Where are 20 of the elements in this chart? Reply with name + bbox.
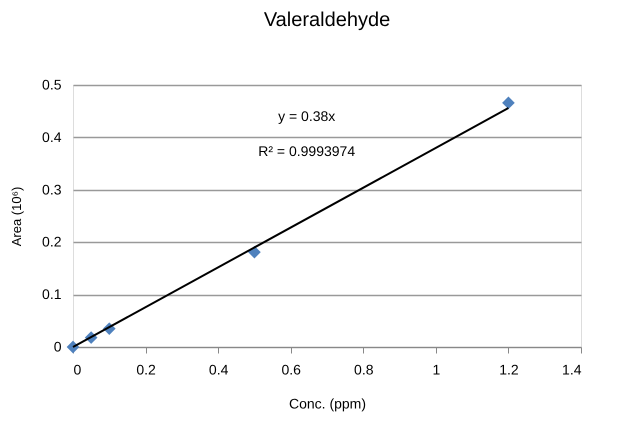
chart-title: Valeraldehyde: [264, 9, 390, 31]
y-axis-title: Area (10⁶): [9, 186, 24, 246]
y-tick-label: 0.4: [42, 128, 62, 145]
x-tick-label: 1.2: [499, 362, 519, 378]
x-tick-label: 0: [74, 362, 82, 378]
annotation: y = 0.38x: [278, 108, 336, 124]
x-tick-label: 0.4: [208, 362, 229, 378]
x-tick-label: 0.8: [354, 362, 374, 378]
y-tick-label: 0.3: [42, 181, 62, 198]
x-tick-label: 1.4: [562, 362, 582, 378]
x-tick-label: 0.6: [281, 362, 302, 378]
x-tick-label: 0.2: [136, 362, 156, 378]
y-tick-label: 0.5: [42, 76, 62, 92]
point: [502, 96, 515, 110]
x-axis-title: Conc. (ppm): [288, 396, 366, 412]
annotation: R² = 0.9993974: [258, 143, 356, 159]
y-tick-label: 0.2: [42, 234, 62, 250]
y-tick-label: 0.1: [42, 286, 62, 302]
y-tick-label: 0: [54, 338, 62, 354]
x-tick-label: 1: [432, 362, 440, 378]
